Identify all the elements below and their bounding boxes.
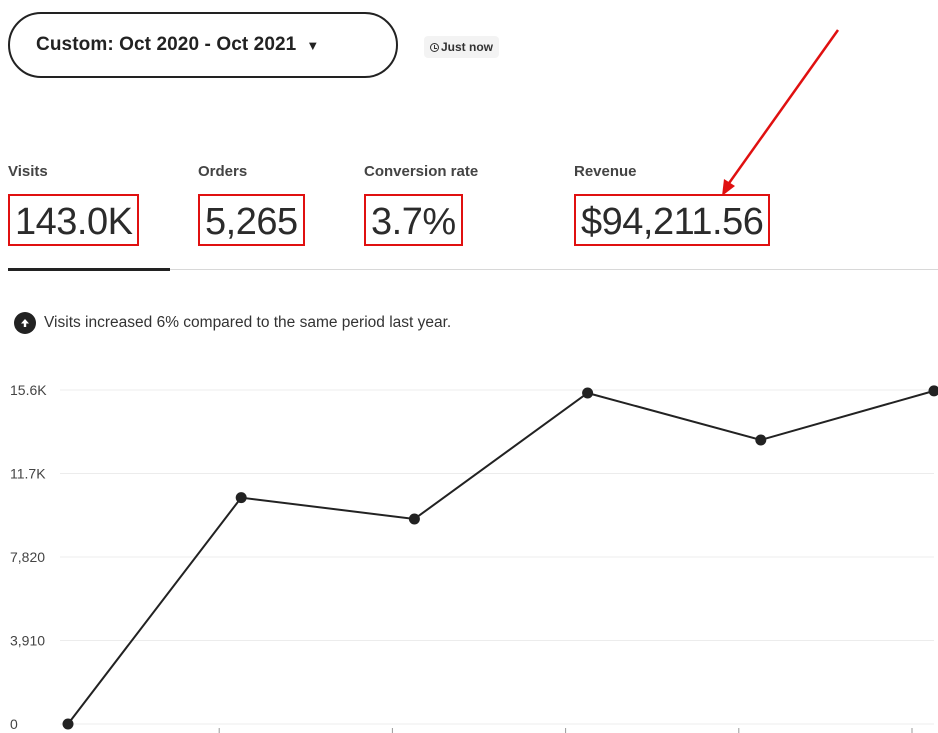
data-point[interactable] bbox=[582, 387, 594, 399]
stat-highlight-box: $94,211.56 bbox=[574, 194, 771, 246]
y-tick-label: 11.7K bbox=[10, 466, 46, 482]
y-tick-label: 0 bbox=[10, 716, 18, 732]
stat-label: Orders bbox=[198, 163, 248, 180]
stat-value: $94,211.56 bbox=[581, 201, 764, 243]
caret-down-icon: ▼ bbox=[306, 37, 320, 53]
clock-icon bbox=[430, 42, 439, 52]
stat-revenue[interactable]: Revenue $94,211.56 bbox=[574, 163, 771, 246]
stat-visits[interactable]: Visits 143.0K bbox=[8, 163, 140, 246]
stat-highlight-box: 143.0K bbox=[8, 194, 140, 246]
stat-highlight-box: 5,265 bbox=[198, 194, 305, 246]
data-point[interactable] bbox=[755, 434, 767, 446]
stat-value: 5,265 bbox=[205, 201, 298, 243]
data-point[interactable] bbox=[235, 492, 247, 504]
stats-divider bbox=[8, 269, 938, 270]
y-tick-label: 15.6K bbox=[10, 382, 47, 398]
stat-orders[interactable]: Orders 5,265 bbox=[198, 163, 305, 246]
y-tick-label: 7,820 bbox=[10, 549, 45, 565]
stat-value: 143.0K bbox=[15, 201, 133, 243]
trend-message: Visits increased 6% compared to the same… bbox=[14, 312, 451, 334]
date-range-label: Custom: Oct 2020 - Oct 2021 bbox=[36, 34, 297, 55]
stat-value: 3.7% bbox=[371, 201, 456, 243]
updated-badge: Just now bbox=[424, 36, 500, 58]
stat-highlight-box: 3.7% bbox=[364, 194, 463, 246]
stat-label: Conversion rate bbox=[364, 163, 479, 180]
active-stat-indicator bbox=[8, 268, 170, 271]
data-point[interactable] bbox=[62, 718, 74, 730]
updated-label: Just now bbox=[441, 40, 494, 54]
visits-line-chart: 0 3,910 7,820 11.7K 15.6K bbox=[10, 382, 938, 733]
data-point[interactable] bbox=[928, 385, 938, 397]
y-tick-label: 3,910 bbox=[10, 633, 45, 649]
stat-label: Revenue bbox=[574, 163, 637, 180]
arrow-up-circle-icon bbox=[14, 312, 36, 334]
stat-conversion-rate[interactable]: Conversion rate 3.7% bbox=[364, 163, 478, 246]
data-point[interactable] bbox=[408, 513, 420, 525]
trend-message-text: Visits increased 6% compared to the same… bbox=[44, 314, 452, 331]
visits-series-line bbox=[67, 389, 935, 725]
stat-label: Visits bbox=[8, 163, 48, 180]
date-range-dropdown[interactable]: Custom: Oct 2020 - Oct 2021 ▼ bbox=[8, 12, 398, 78]
